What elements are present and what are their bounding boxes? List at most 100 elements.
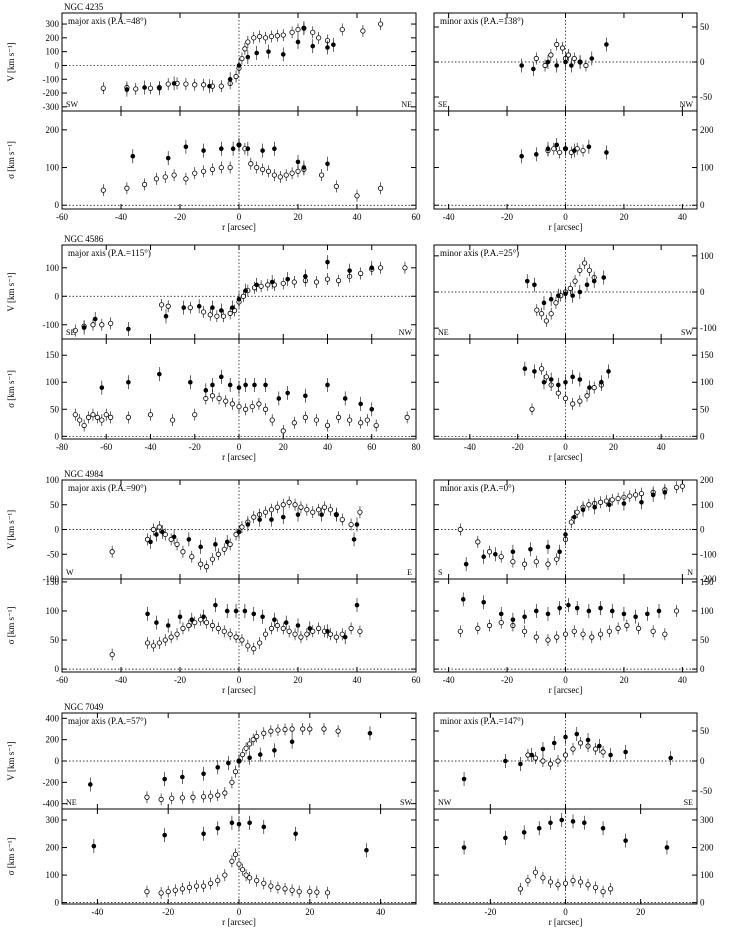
data-point-open [144, 889, 150, 895]
data-point-open [222, 872, 228, 878]
data-point-open [310, 628, 316, 634]
data-point-filled [124, 87, 130, 92]
data-point-open [574, 509, 580, 515]
data-point-filled [645, 611, 650, 617]
data-point-open [144, 794, 150, 800]
x-tick-label: -40 [145, 442, 157, 452]
data-point-open [327, 631, 334, 637]
y-tick-label: 50 [700, 22, 710, 32]
data-point-filled [461, 776, 467, 782]
data-point-filled [227, 382, 233, 388]
data-point-open [239, 637, 245, 643]
data-point-filled [609, 608, 615, 614]
data-point-open [547, 879, 554, 885]
data-point-open [240, 293, 247, 299]
data-point-open [335, 278, 342, 284]
data-point-filled [369, 406, 375, 412]
data-point-filled [481, 554, 486, 560]
data-point-open [256, 401, 262, 407]
data-point-filled [301, 25, 307, 31]
data-point-open [300, 726, 306, 732]
data-point-open [545, 637, 551, 643]
data-point-filled [606, 369, 611, 374]
data-point-filled [347, 268, 352, 273]
x-tick-label: 40 [353, 212, 363, 222]
x-tick-label: 60 [412, 212, 422, 222]
y-tick-label: 0 [700, 287, 705, 297]
y-tick-label: 0 [55, 431, 60, 441]
data-point-filled [607, 502, 612, 508]
data-point-filled [130, 153, 136, 159]
data-point-open [275, 727, 281, 733]
y-tick-label: 150 [46, 577, 60, 587]
y-tick-label: -300 [43, 102, 60, 112]
data-point-filled [243, 288, 248, 293]
data-point-filled [201, 771, 206, 777]
data-point-open [214, 313, 220, 319]
data-point-filled [623, 838, 628, 843]
data-point-open [201, 309, 207, 315]
data-point-filled [519, 63, 524, 68]
data-point-filled [556, 382, 561, 388]
y-tick-label: 100 [700, 606, 714, 616]
data-point-open [548, 52, 554, 58]
data-point-open [254, 164, 260, 171]
data-point-filled [608, 752, 613, 758]
data-point-open [562, 752, 569, 758]
data-point-open [192, 82, 198, 88]
axis-label-major: major axis (P.A.=115°) [68, 248, 151, 258]
y-tick-label: 50 [700, 726, 710, 736]
data-point-filled [303, 274, 308, 279]
data-point-open [554, 634, 560, 640]
data-point-filled [145, 611, 150, 617]
data-point-filled [548, 820, 553, 826]
data-point-open [533, 559, 539, 565]
data-point-open [517, 886, 524, 892]
data-point-open [158, 302, 165, 308]
data-point-open [258, 283, 264, 289]
y-axis-label: σ [km s⁻¹] [6, 838, 16, 876]
data-point-open [615, 495, 621, 502]
x-tick-label: 20 [294, 675, 304, 685]
data-point-open [296, 889, 302, 895]
data-point-open [543, 374, 549, 380]
data-point-open [486, 622, 493, 629]
data-point-open [156, 524, 162, 530]
data-point-open [357, 628, 363, 634]
data-point-open [90, 322, 96, 328]
data-point-open [603, 498, 610, 504]
y-tick-label: -400 [43, 799, 60, 809]
direction-right: NW [399, 328, 413, 337]
data-point-open [577, 398, 583, 404]
data-point-open [99, 417, 105, 423]
data-point-open [251, 514, 257, 520]
data-point-filled [92, 316, 98, 322]
data-point-open [239, 55, 245, 62]
x-tick-label: -40 [91, 907, 103, 917]
data-point-open [600, 889, 606, 895]
y-tick-label: 200 [46, 125, 60, 135]
data-point-filled [662, 490, 668, 495]
x-tick-label: -40 [443, 212, 455, 222]
direction-right: SW [681, 328, 693, 337]
data-point-open [583, 62, 589, 69]
data-point-filled [522, 614, 527, 620]
data-point-filled [586, 608, 592, 614]
y-tick-label: 0 [55, 60, 60, 70]
data-point-open [165, 303, 171, 309]
data-point-filled [533, 152, 539, 157]
data-point-filled [310, 43, 316, 49]
data-point-filled [571, 514, 577, 520]
data-point-filled [272, 146, 277, 151]
data-point-open [589, 634, 595, 640]
data-point-filled [510, 617, 516, 622]
data-point-filled [664, 845, 670, 850]
galaxy-name: NGC 4984 [64, 469, 104, 479]
data-point-open [347, 417, 353, 423]
data-point-open [635, 625, 642, 632]
data-point-open [150, 526, 157, 533]
data-point-open [402, 265, 408, 271]
data-point-filled [215, 825, 221, 831]
panel-3-minor-v: -50 0 50 minor axis (P.A.=147°) NW SE [433, 712, 712, 810]
data-point-open [286, 499, 292, 505]
